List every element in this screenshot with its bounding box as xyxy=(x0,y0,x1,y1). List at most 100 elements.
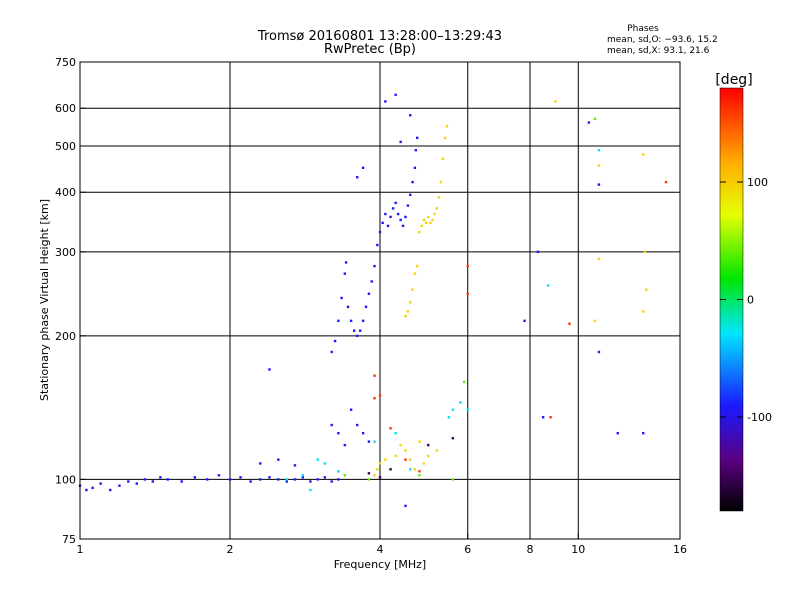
colorbar-tick-label: 0 xyxy=(747,294,754,307)
echo-point xyxy=(109,488,112,492)
chart-title: Tromsø 20160801 13:28:00–13:29:43 xyxy=(257,29,502,44)
echo-point xyxy=(437,196,441,199)
echo-point xyxy=(259,462,262,465)
echo-point xyxy=(349,319,353,323)
echo-point xyxy=(389,215,392,219)
echo-point xyxy=(301,476,305,479)
echo-point xyxy=(466,292,469,295)
echo-point xyxy=(316,478,319,481)
echo-point xyxy=(391,207,395,210)
echo-point xyxy=(409,468,412,471)
echo-point xyxy=(384,212,387,216)
echo-point xyxy=(587,121,591,124)
echo-point xyxy=(643,250,647,254)
echo-point xyxy=(415,264,419,268)
echo-point xyxy=(259,478,262,481)
echo-point xyxy=(343,474,347,477)
data-points xyxy=(78,93,668,508)
y-tick-label: 400 xyxy=(55,186,76,199)
echo-point xyxy=(568,322,571,325)
y-tick-label: 75 xyxy=(62,533,76,546)
x-tick-label: 4 xyxy=(377,543,384,556)
echo-point xyxy=(394,454,397,458)
echo-point xyxy=(355,423,359,427)
echo-point xyxy=(549,416,552,419)
echo-point xyxy=(376,243,379,247)
echo-point xyxy=(443,136,447,140)
echo-point xyxy=(159,476,162,479)
echo-point xyxy=(337,431,340,435)
x-tick-label: 10 xyxy=(571,543,585,556)
echo-point xyxy=(406,310,410,313)
echo-point xyxy=(420,224,423,228)
stats-x-mode: mean, sd,X: 93.1, 21.6 xyxy=(607,46,710,56)
echo-point xyxy=(361,166,365,170)
echo-point xyxy=(386,224,390,228)
echo-point xyxy=(285,478,288,481)
x-axis-title: Frequency [MHz] xyxy=(334,558,426,571)
echo-point xyxy=(429,221,432,225)
echo-point xyxy=(330,423,333,427)
echo-point xyxy=(378,462,382,465)
echo-point xyxy=(389,427,392,430)
echo-point xyxy=(378,476,382,479)
echo-point xyxy=(418,440,421,443)
echo-point xyxy=(399,140,402,144)
chart-subtitle: RwPretec (Bp) xyxy=(324,42,416,57)
plot-frame xyxy=(79,61,681,540)
y-axis-title: Stationary phase Virtual Height [km] xyxy=(38,199,51,401)
x-tick-label: 1 xyxy=(77,543,84,556)
echo-point xyxy=(330,350,333,354)
echo-point xyxy=(404,504,407,508)
echo-point xyxy=(413,166,417,170)
echo-point xyxy=(373,264,376,268)
echo-point xyxy=(435,207,438,210)
echo-point xyxy=(427,215,430,219)
echo-point xyxy=(642,431,645,435)
echo-point xyxy=(404,458,407,461)
y-tick-label: 100 xyxy=(55,473,76,486)
echo-point xyxy=(642,310,645,313)
echo-point xyxy=(433,212,436,216)
stats-o-mode: mean, sd,O: −93.6, 15.2 xyxy=(607,35,718,45)
echo-point xyxy=(367,292,371,295)
echo-point xyxy=(451,478,455,481)
echo-point xyxy=(554,100,557,103)
echo-point xyxy=(301,474,305,477)
echo-point xyxy=(367,440,371,443)
echo-point xyxy=(593,319,597,323)
echo-point xyxy=(376,468,379,471)
echo-point xyxy=(373,396,376,400)
echo-point xyxy=(597,164,601,167)
echo-point xyxy=(396,212,400,216)
x-tick-label: 16 xyxy=(673,543,687,556)
echo-point xyxy=(466,408,469,411)
y-tick-label: 600 xyxy=(55,102,76,115)
echo-point xyxy=(166,478,169,481)
echo-point xyxy=(459,401,462,404)
echo-point xyxy=(293,478,297,481)
echo-point xyxy=(381,221,384,225)
echo-point xyxy=(309,488,312,492)
echo-point xyxy=(404,449,407,452)
echo-point xyxy=(451,408,455,411)
echo-point xyxy=(358,329,362,332)
echo-point xyxy=(427,454,430,458)
x-tick-label: 6 xyxy=(464,543,471,556)
echo-point xyxy=(268,368,271,371)
colorbar-tick-label: -100 xyxy=(747,411,772,424)
echo-point xyxy=(422,462,426,465)
echo-point xyxy=(616,431,619,435)
echo-point xyxy=(337,319,340,323)
echo-point xyxy=(404,215,407,219)
echo-point xyxy=(99,482,102,485)
echo-point xyxy=(268,476,271,479)
echo-point xyxy=(378,230,382,234)
echo-point xyxy=(349,408,353,411)
grid-lines xyxy=(80,62,680,539)
echo-point xyxy=(404,314,407,318)
echo-point xyxy=(409,458,412,461)
echo-point xyxy=(394,93,397,97)
echo-point xyxy=(346,305,350,309)
